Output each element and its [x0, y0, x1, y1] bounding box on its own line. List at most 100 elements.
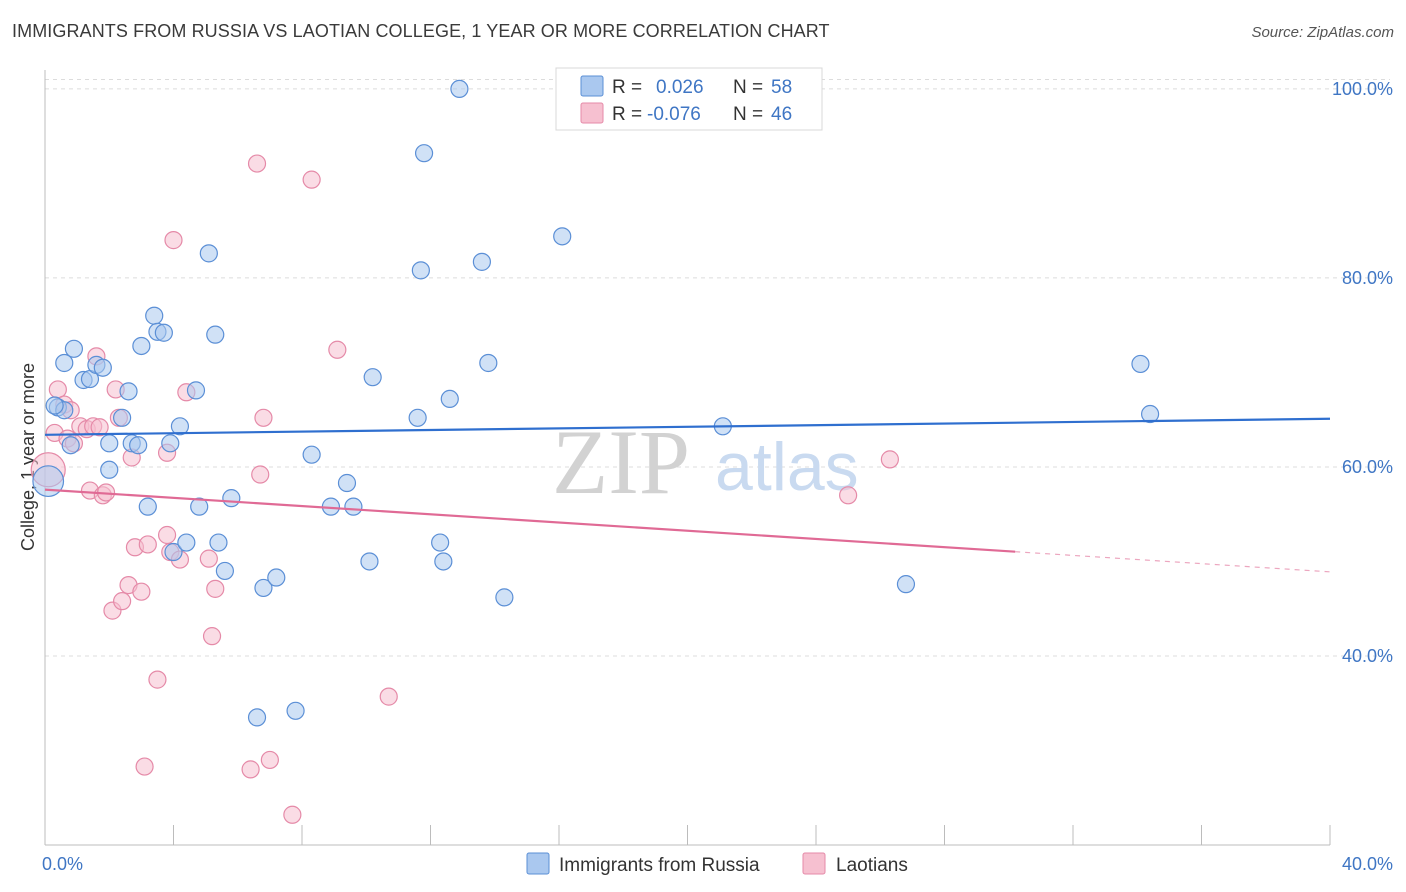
legend-stats-swatch-blue — [580, 75, 604, 97]
data-point-russia — [363, 368, 382, 387]
data-point-laotians — [90, 418, 109, 437]
legend-label-immigrants-from-russia: Immigrants from Russia — [559, 855, 760, 876]
y-tick-label: 40.0% — [1342, 646, 1393, 666]
data-point-russia — [408, 408, 427, 427]
legend-n-value-pink: 46 — [771, 104, 792, 125]
data-point-laotians — [328, 340, 347, 359]
data-point-russia — [247, 708, 267, 727]
y-tick-label: 60.0% — [1342, 457, 1393, 477]
data-point-russia — [32, 465, 65, 498]
data-point-russia — [472, 252, 491, 271]
data-point-russia — [64, 339, 84, 358]
y-tick-label: 80.0% — [1342, 268, 1393, 288]
data-point-laotians — [202, 627, 222, 646]
data-point-russia — [112, 408, 132, 427]
data-point-russia — [199, 244, 218, 263]
grid-lines — [45, 78, 1390, 657]
y-axis-title: College, 1 year or more — [18, 363, 38, 551]
data-point-russia — [164, 542, 183, 562]
data-point-russia — [440, 389, 459, 409]
x-ticks — [173, 825, 1331, 845]
data-point-russia — [61, 436, 80, 455]
data-point-russia — [302, 445, 321, 464]
x-tick-label: 0.0% — [42, 854, 83, 874]
data-point-russia — [286, 701, 305, 720]
data-point-laotians — [48, 380, 67, 399]
data-point-russia — [209, 533, 228, 552]
legend-swatch-immigrants-from-russia — [526, 852, 550, 875]
data-point-russia — [360, 552, 379, 571]
data-point-russia — [100, 434, 119, 453]
data-point-russia — [215, 561, 234, 581]
data-point-russia — [206, 325, 225, 344]
data-point-russia — [138, 497, 157, 516]
data-point-russia — [129, 436, 148, 455]
watermark-atlas: atlas — [715, 429, 859, 505]
data-point-laotians — [260, 750, 279, 770]
data-point-laotians — [379, 687, 398, 706]
trend-line-laotians — [44, 488, 1016, 553]
legend-r-value-pink: -0.076 — [647, 104, 701, 125]
data-point-russia — [450, 79, 469, 99]
data-point-russia — [896, 575, 916, 594]
data-point-laotians — [206, 579, 225, 598]
series-immigrants-from-russia — [32, 79, 1160, 727]
data-point-laotians — [135, 757, 154, 776]
data-point-russia — [495, 588, 514, 607]
data-point-laotians — [241, 760, 260, 779]
data-point-russia — [93, 358, 112, 377]
data-point-laotians — [880, 450, 899, 469]
data-point-russia — [55, 353, 74, 373]
data-point-russia — [434, 552, 453, 571]
data-point-russia — [119, 382, 138, 401]
legend-label-laotians: Laotians — [836, 855, 908, 876]
data-point-russia — [344, 497, 363, 516]
trend-line-laotians-extension — [1015, 551, 1331, 573]
data-point-russia — [170, 417, 190, 436]
trend-lines — [44, 417, 1331, 573]
data-point-laotians — [283, 805, 302, 824]
data-point-laotians — [157, 525, 177, 545]
data-point-russia — [1131, 354, 1150, 374]
legend-r-label-blue: R = — [612, 77, 642, 98]
data-point-russia — [177, 533, 196, 552]
data-point-russia — [411, 261, 430, 280]
data-point-laotians — [148, 670, 167, 689]
data-point-laotians — [247, 154, 267, 173]
data-point-laotians — [199, 549, 218, 568]
legend-r-label-pink: R = — [612, 104, 642, 125]
data-point-laotians — [839, 486, 858, 505]
data-point-russia — [132, 336, 151, 356]
data-point-laotians — [254, 408, 273, 427]
data-point-russia — [100, 460, 119, 479]
data-point-russia — [186, 381, 206, 400]
data-point-russia — [553, 227, 572, 246]
data-point-russia — [479, 353, 498, 373]
data-point-russia — [337, 473, 357, 493]
trend-line-russia — [44, 417, 1331, 436]
data-point-russia — [154, 323, 173, 342]
legend-n-value-blue: 58 — [771, 77, 792, 98]
legend-series: Immigrants from Russia Laotians — [526, 852, 908, 876]
data-point-laotians — [251, 465, 270, 484]
x-tick-label: 40.0% — [1342, 854, 1393, 874]
data-point-russia — [1140, 404, 1160, 424]
chart-source: Source: ZipAtlas.com — [1251, 24, 1394, 41]
data-point-russia — [45, 396, 64, 415]
legend-n-label-blue: N = — [733, 77, 763, 98]
data-point-laotians — [302, 170, 321, 189]
legend-stats-swatch-pink — [580, 102, 604, 124]
data-point-laotians — [112, 592, 132, 611]
x-tick-labels: 0.0% 40.0% — [42, 854, 1393, 874]
legend-stats: R = 0.026 N = 58 R = -0.076 N = 46 — [555, 67, 823, 131]
legend-n-label-pink: N = — [733, 104, 763, 125]
data-point-russia — [145, 306, 164, 325]
data-point-laotians — [164, 231, 183, 250]
y-tick-labels: 40.0% 60.0% 80.0% 100.0% — [1332, 79, 1393, 666]
data-point-russia — [161, 434, 180, 453]
data-point-laotians — [138, 535, 157, 554]
y-tick-label: 100.0% — [1332, 79, 1393, 99]
chart-title: IMMIGRANTS FROM RUSSIA VS LAOTIAN COLLEG… — [12, 21, 830, 41]
data-point-russia — [254, 578, 273, 598]
